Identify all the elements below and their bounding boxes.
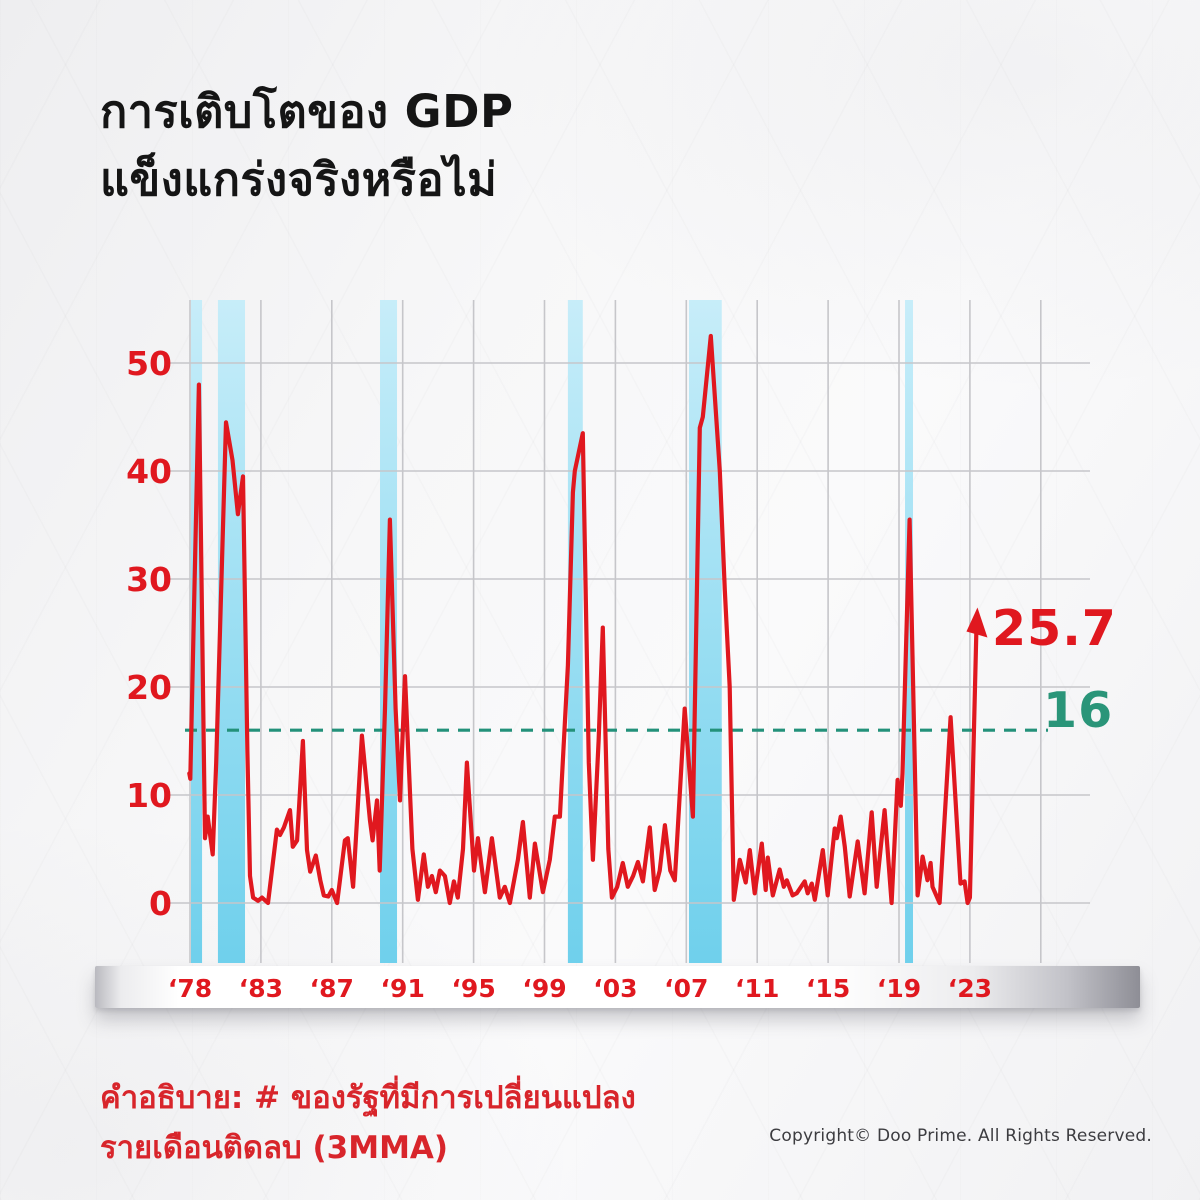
y-axis-label: 30 [126, 560, 172, 599]
y-axis-label: 50 [126, 344, 172, 383]
x-axis-label: ‘99 [522, 974, 566, 1003]
x-axis-label: ‘83 [239, 974, 283, 1003]
x-axis-label: ‘23 [948, 974, 992, 1003]
x-axis-label: ‘15 [806, 974, 850, 1003]
caption-line-2: รายเดือนติดลบ (3MMA) [100, 1129, 449, 1166]
x-axis-label: ‘19 [877, 974, 921, 1003]
recession-band [190, 300, 203, 963]
x-axis-ribbon [95, 966, 1140, 1008]
page-title: การเติบโตของ GDP แข็งแกร่งจริงหรือไม่ [100, 78, 513, 213]
recession-band [217, 300, 246, 963]
series-end-arrow [966, 607, 988, 638]
x-axis-label: ‘03 [593, 974, 637, 1003]
caption-line-1: คำอธิบาย: # ของรัฐที่มีการเปลี่ยนแปลง [100, 1080, 636, 1116]
recession-band [905, 300, 914, 963]
x-axis-label: ‘87 [310, 974, 354, 1003]
y-axis-label: 10 [126, 776, 172, 815]
threshold-value-label: 16 [1043, 682, 1114, 739]
y-axis-label: 40 [126, 452, 172, 491]
recession-band [567, 300, 583, 963]
x-axis-label: ‘95 [451, 974, 495, 1003]
y-axis-label: 20 [126, 668, 172, 707]
latest-value-label: 25.7 [992, 600, 1117, 657]
copyright-text: Copyright© Doo Prime. All Rights Reserve… [769, 1126, 1152, 1146]
x-axis-label: ‘07 [664, 974, 708, 1003]
gdp-series-line [187, 333, 979, 906]
title-line-2: แข็งแกร่งจริงหรือไม่ [100, 152, 498, 206]
title-line-1: การเติบโตของ GDP [100, 85, 514, 138]
x-axis-label: ‘91 [381, 974, 425, 1003]
caption: คำอธิบาย: # ของรัฐที่มีการเปลี่ยนแปลง รา… [100, 1074, 636, 1173]
x-axis-label: ‘78 [168, 974, 212, 1003]
x-axis-label: ‘11 [735, 974, 779, 1003]
y-axis-label: 0 [149, 884, 172, 923]
